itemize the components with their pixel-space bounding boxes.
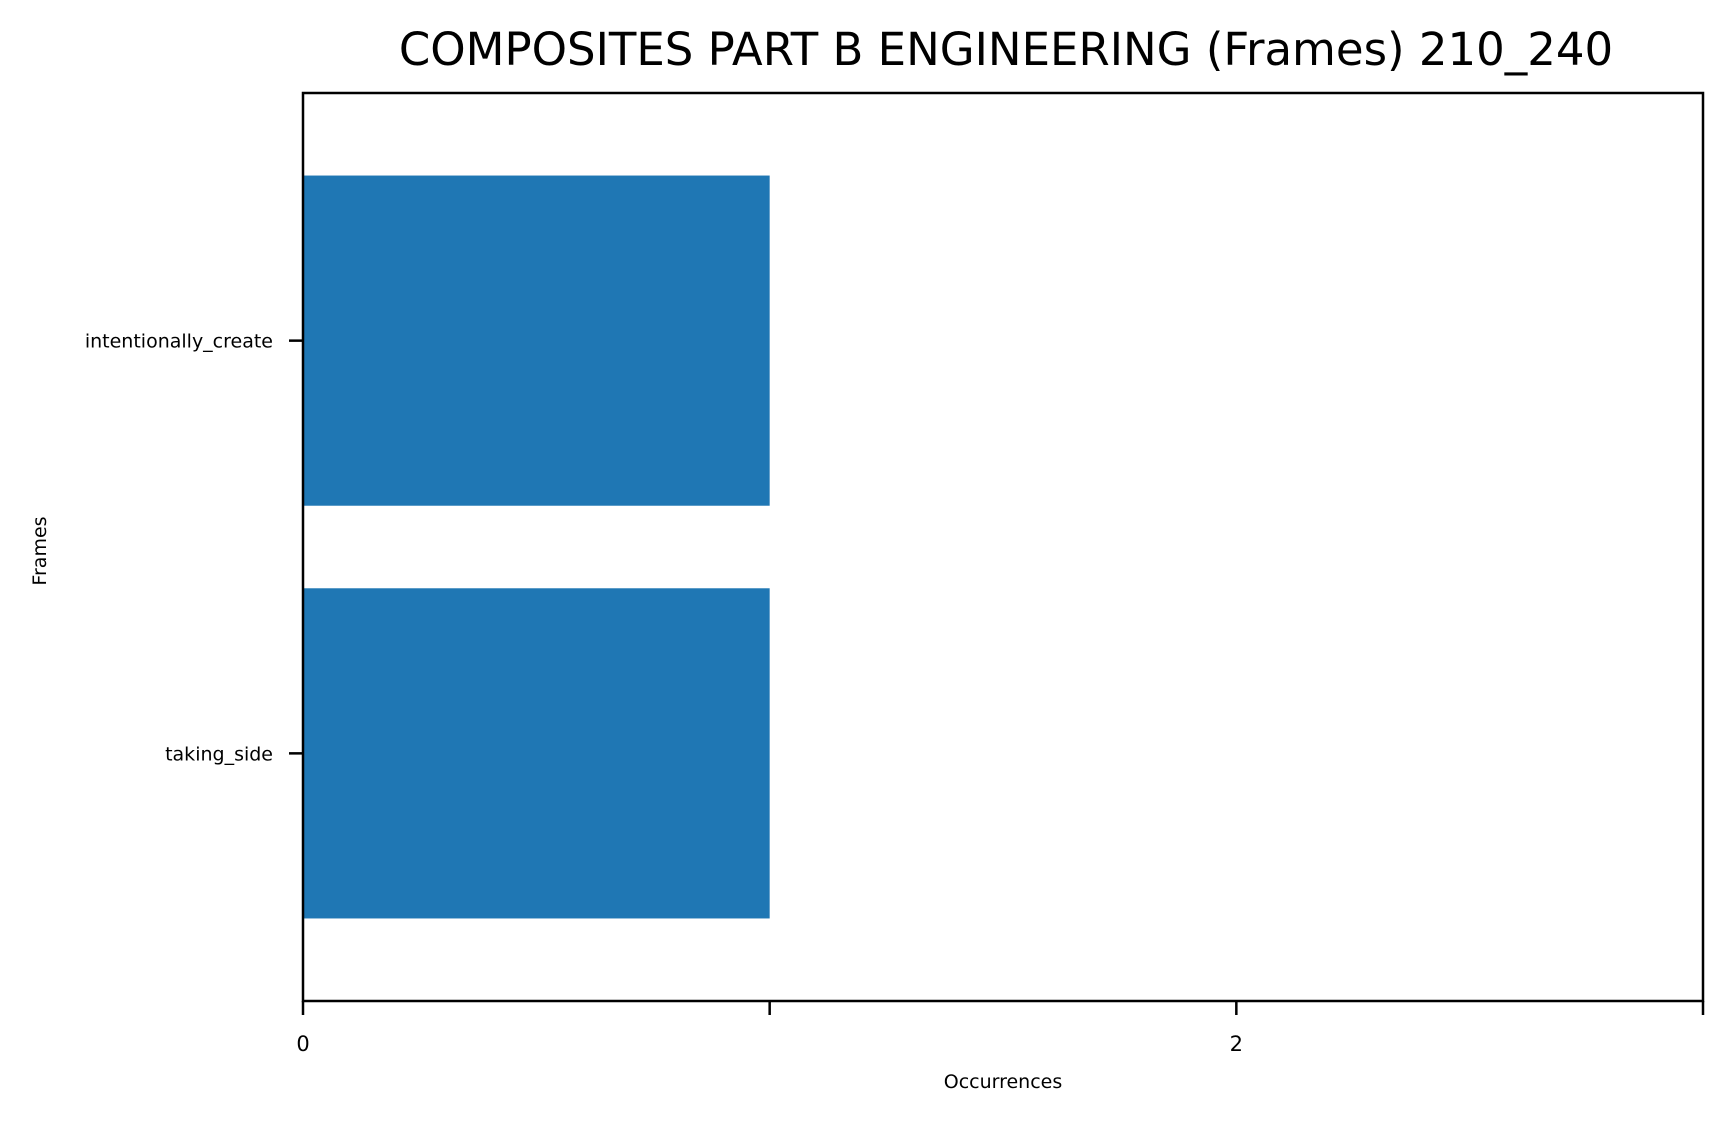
- chart-title: COMPOSITES PART B ENGINEERING (Frames) 2…: [399, 23, 1613, 76]
- x-tick-label: 2: [1230, 1032, 1243, 1056]
- bars-layer: [303, 175, 770, 919]
- x-tick-label: 0: [296, 1032, 309, 1056]
- x-axis-label: Occurrences: [944, 1071, 1063, 1093]
- plot-frame: [301, 91, 1705, 1003]
- y-tick-label: taking_side: [165, 743, 273, 765]
- bar-intentionally_create: [303, 175, 770, 506]
- y-axis-label: Frames: [29, 516, 51, 585]
- y-axis: intentionally_create taking_side: [85, 331, 303, 765]
- bar-taking_side: [303, 588, 770, 919]
- y-tick-label: intentionally_create: [85, 331, 273, 353]
